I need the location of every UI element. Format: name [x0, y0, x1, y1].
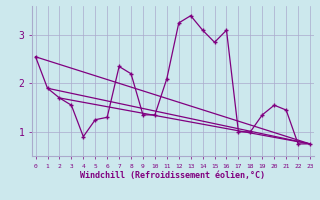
X-axis label: Windchill (Refroidissement éolien,°C): Windchill (Refroidissement éolien,°C)	[80, 171, 265, 180]
